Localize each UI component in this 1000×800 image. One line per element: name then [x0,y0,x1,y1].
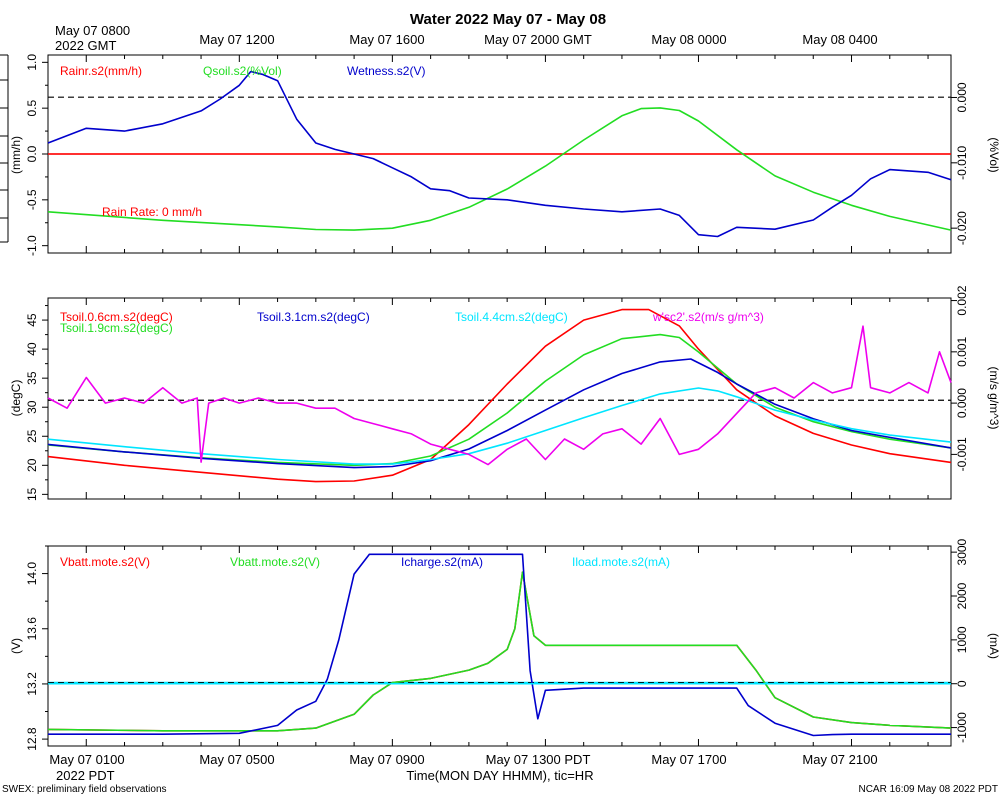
reference-lines [48,96,951,155]
right-axis-label: (%Vol) [987,137,1000,172]
top-axis-first-line1: May 07 0800 [55,23,130,38]
y2-tick-label: -0.020 [955,211,969,245]
y-tick-label: 13.2 [25,672,39,696]
legend-item: Iload.mote.s2(mA) [572,555,670,569]
series-line-green [47,571,952,732]
y-tick-label: 13.6 [25,617,39,641]
panel-soil-temperature: 15 20 25 30 35 40 45 -0.001 0.000 0.001 0.002 (de… [9,285,1000,501]
y-tick-label: 45 [25,313,39,327]
x-tick-label: May 07 0500 [199,752,274,767]
legend-item: Vbatt.mote.s2(V) [60,555,150,569]
y2-tick-label: 0.002 [955,285,969,315]
y-tick-label: 1.0 [25,54,39,71]
y-tick-label: 35 [25,371,39,385]
y-tick-label: 0.5 [25,100,39,117]
left-axis-label: (mm/h) [9,136,23,174]
footer-left: SWEX: preliminary field observations [2,784,167,795]
x-tick-label: May 07 1300 PDT [486,752,591,767]
x-axis-label: Time(MON DAY HHMM), tic=HR [406,768,593,783]
y2-tick-label: -1000 [955,712,969,743]
y2-tick-label: 0.000 [955,388,969,418]
y2-tick-label: 0.001 [955,336,969,366]
series-line-magenta [47,325,952,466]
y-tick-label: 12.8 [25,727,39,751]
series-line-red [47,308,952,483]
x-tick-label: May 07 0900 [349,752,424,767]
y-tick-label: 15 [25,487,39,501]
panel-rain-soil-moisture: -1.0 -0.5 0.0 0.5 1.0 -0.020 -0.010 0.000 (mm/… [9,54,1000,256]
y2-tick-label: 2000 [955,582,969,609]
y-tick-label: 14.0 [25,562,39,586]
left-axis: -1.0 -0.5 0.0 0.5 1.0 [25,54,929,256]
right-axis: -0.001 0.000 0.001 0.002 [951,285,969,471]
series-line-blue [48,553,951,737]
x-tick-label: May 07 1700 [651,752,726,767]
legend-item: Wetness.s2(V) [347,64,425,78]
x-tick-label: May 07 2100 [802,752,877,767]
left-edge-marks [0,54,9,243]
right-axis-label: (mA) [987,633,1000,659]
y2-tick-label: 1000 [955,626,969,653]
left-axis: 15 20 25 30 35 40 45 [25,298,929,501]
top-axis-tick-label: May 08 0400 [802,32,877,47]
right-axis-label: (m/s g/m^3) [987,367,1000,430]
footer-right: NCAR 16:09 May 08 2022 PDT [858,784,998,795]
legend-item: Tsoil.0.6cm.s2(degC) [60,310,173,324]
top-axis-tick-label: May 07 1200 [199,32,274,47]
top-axis-tick-label: May 07 2000 GMT [484,32,592,47]
top-axis-tick-label: May 08 0000 [651,32,726,47]
series-lines [47,308,952,483]
left-axis: 12.8 13.2 13.6 14.0 [25,545,929,751]
legend-item: Tsoil.1.9cm.s2(degC) [60,321,173,335]
y-tick-label: 30 [25,400,39,414]
left-axis-label: (V) [9,638,23,654]
legend-item: Icharge.s2(mA) [401,555,483,569]
rain-rate-annotation: Rain Rate: 0 mm/h [102,205,202,219]
plot-frame [47,297,952,500]
y2-tick-label: 3000 [955,538,969,565]
y2-tick-label: -0.001 [955,437,969,471]
series-lines [47,70,952,238]
series-line-cyan [47,387,952,465]
y-tick-label: -1.0 [25,235,39,256]
series-line-blue [47,358,952,469]
series-line-blue [47,70,952,238]
left-axis-label: (degC) [9,380,23,417]
y-tick-label: 40 [25,342,39,356]
y-tick-label: 0.0 [25,145,39,162]
y2-tick-label: 0.000 [955,82,969,112]
y-tick-label: 25 [25,429,39,443]
legend-item: w'sc2'.s2(m/s g/m^3) [652,310,764,324]
top-axis-first-line2: 2022 GMT [55,38,116,53]
legend-item: Rainr.s2(mm/h) [60,64,142,78]
right-axis: -1000 0 1000 2000 3000 [951,538,969,743]
x-tick-label: May 07 0100 [49,752,124,767]
series-lines [47,553,952,737]
legend-item: Vbatt.mote.s2(V) [230,555,320,569]
y2-tick-label: -0.010 [955,145,969,179]
legend-item: Tsoil.4.4cm.s2(degC) [455,310,568,324]
y-tick-label: -0.5 [25,189,39,210]
plot-frame [47,545,952,747]
y2-tick-label: 0 [955,680,969,687]
x-axis-subtitle: 2022 PDT [56,768,115,783]
legend-item: Qsoil.s2(%Vol) [203,64,282,78]
right-axis: -0.020 -0.010 0.000 [951,82,969,245]
legend-item: Tsoil.3.1cm.s2(degC) [257,310,370,324]
y-tick-label: 20 [25,458,39,472]
chart-title: Water 2022 May 07 - May 08 [410,11,606,28]
series-line-green [47,107,952,231]
series-line-red [47,571,952,732]
top-axis-tick-label: May 07 1600 [349,32,424,47]
